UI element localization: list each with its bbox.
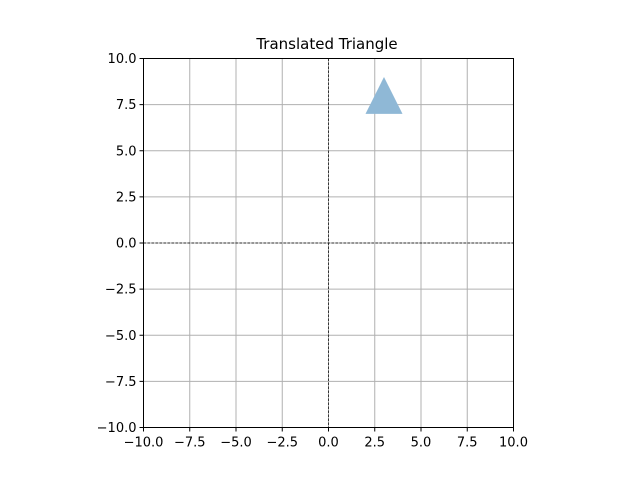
y-tick-label: 5.0 (116, 144, 137, 159)
plot-shapes (365, 76, 403, 114)
y-tick-label: −7.5 (105, 375, 137, 390)
y-tick-label: 0.0 (116, 237, 137, 252)
y-tick-label: −2.5 (105, 283, 137, 298)
x-axis-ticks: −10.0 −7.5 −5.0 −2.5 0.0 2.5 5.0 7.5 10.0 (124, 427, 528, 451)
x-tick-label: 5.0 (411, 436, 432, 451)
y-tick-label: −5.0 (105, 329, 137, 344)
y-tick-label: −10.0 (97, 421, 137, 436)
reference-lines (143, 58, 514, 428)
x-tick-label: 2.5 (364, 436, 385, 451)
x-tick-label: 10.0 (499, 436, 528, 451)
y-tick-label: 2.5 (116, 190, 137, 205)
x-tick-label: −5.0 (220, 436, 252, 451)
x-tick-label: −7.5 (174, 436, 206, 451)
x-tick-label: 7.5 (457, 436, 478, 451)
x-tick-label: 0.0 (318, 436, 339, 451)
y-tick-label: 7.5 (116, 98, 137, 113)
y-axis-ticks: −10.0 −7.5 −5.0 −2.5 0.0 2.5 5.0 7.5 10.0 (97, 52, 144, 436)
y-tick-label: 10.0 (108, 52, 137, 67)
chart-title: Translated Triangle (255, 35, 397, 53)
x-tick-label: −10.0 (124, 436, 164, 451)
translated-triangle (365, 76, 403, 114)
x-tick-label: −2.5 (266, 436, 298, 451)
